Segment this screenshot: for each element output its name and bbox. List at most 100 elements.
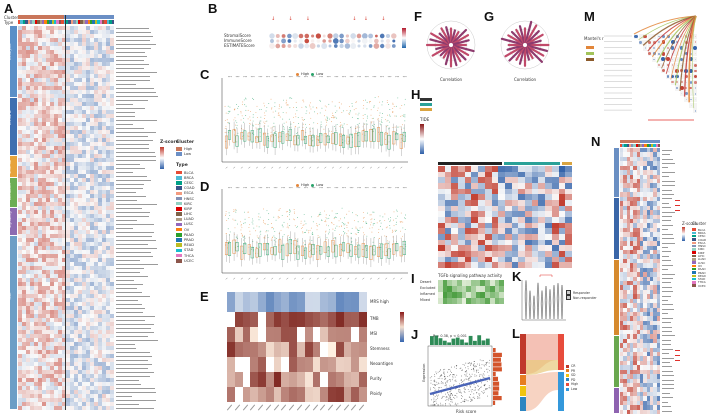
jitter-point — [242, 235, 243, 237]
heat-cell — [98, 370, 102, 374]
point — [479, 363, 480, 365]
type-swatch — [176, 253, 182, 258]
heat-cell — [30, 166, 34, 170]
box — [250, 130, 254, 143]
jitter-point — [290, 210, 291, 212]
heat-cell — [26, 58, 30, 62]
heat-cell — [30, 138, 34, 142]
point — [446, 399, 448, 401]
heat-cell — [94, 166, 98, 170]
heat-cell — [62, 230, 66, 234]
heat-cell — [82, 94, 86, 98]
jitter-point — [381, 228, 383, 230]
heat-cell — [558, 228, 566, 234]
heat-cell — [74, 234, 78, 238]
heat-cell — [26, 66, 30, 70]
heat-cell — [74, 174, 78, 178]
heat-cell — [34, 146, 38, 150]
jitter-point — [344, 217, 345, 219]
heat-cell — [74, 34, 78, 38]
heat-cell — [22, 270, 26, 274]
heat-cell — [312, 312, 321, 327]
heat-cell — [26, 370, 30, 374]
heat-cell — [30, 98, 34, 102]
heat-cell — [102, 178, 106, 182]
heat-cell — [74, 142, 78, 146]
jitter-point — [264, 237, 266, 239]
heat-cell — [102, 202, 106, 206]
sig-star: *** — [395, 186, 400, 190]
heat-cell — [46, 370, 50, 374]
heat-cell — [110, 30, 114, 34]
heat-cell — [110, 226, 114, 230]
heat-cell — [18, 302, 22, 306]
heat-cell — [444, 171, 452, 178]
heat-cell — [46, 90, 50, 94]
x-tick-label: — — [263, 166, 267, 170]
heat-cell — [70, 138, 74, 142]
x-tick-label: — — [316, 277, 320, 281]
heat-cell — [34, 178, 38, 182]
point — [437, 395, 439, 397]
heat-cell — [34, 326, 38, 330]
jitter-point — [266, 120, 268, 122]
heat-cell — [90, 358, 94, 362]
jitter-point — [363, 105, 365, 106]
heat-cell — [98, 30, 102, 34]
jitter-point — [392, 219, 394, 221]
jitter-point — [348, 105, 350, 107]
heat-cell — [42, 342, 46, 346]
heat-cell — [94, 234, 98, 238]
jitter-point — [352, 212, 353, 214]
box — [293, 240, 297, 254]
row-label: TMB — [370, 316, 379, 321]
type-legend-item: THCA — [176, 253, 200, 258]
dot — [373, 43, 380, 49]
jitter-point — [285, 211, 287, 213]
heat-cell — [565, 211, 572, 217]
heat-cell — [484, 233, 492, 240]
heat-cell — [58, 370, 62, 374]
heat-cell — [54, 230, 58, 234]
jitter-point — [384, 235, 386, 237]
heat-cell — [50, 370, 54, 374]
jitter-point — [381, 121, 383, 123]
petal — [523, 39, 542, 47]
point — [464, 389, 466, 391]
point — [445, 395, 447, 397]
heat-cell — [110, 102, 114, 106]
jitter-point — [224, 128, 226, 129]
heat-cell — [66, 106, 70, 110]
point — [456, 404, 458, 406]
heat-cell — [42, 350, 46, 354]
jitter-point — [356, 127, 358, 129]
heat-cell — [54, 74, 58, 78]
heat-cell — [66, 118, 70, 122]
heat-cell — [343, 312, 352, 327]
panel-f-xlabel: Correlation — [440, 77, 463, 82]
row-label-line — [116, 26, 160, 30]
jitter-point — [333, 224, 335, 226]
box — [326, 135, 330, 144]
pathway-cell — [466, 298, 471, 304]
heat-cell — [525, 211, 532, 217]
point — [430, 387, 431, 389]
heat-cell — [106, 338, 110, 342]
heat-cell — [78, 42, 82, 46]
jitter-point — [259, 231, 261, 233]
heat-cell — [106, 230, 110, 234]
heat-cell — [50, 162, 54, 166]
heat-cell — [102, 138, 106, 142]
pathway-cell — [456, 280, 462, 286]
heat-cell — [62, 74, 66, 78]
heat-cell — [26, 290, 30, 294]
heat-cell — [110, 314, 114, 318]
heat-cell — [106, 30, 110, 34]
heat-cell — [58, 26, 62, 30]
heat-cell — [22, 50, 26, 54]
jitter-point — [358, 112, 360, 114]
jitter-point — [355, 227, 357, 229]
heat-cell — [62, 194, 66, 198]
col-tick — [234, 404, 240, 411]
jitter-point — [399, 221, 401, 223]
